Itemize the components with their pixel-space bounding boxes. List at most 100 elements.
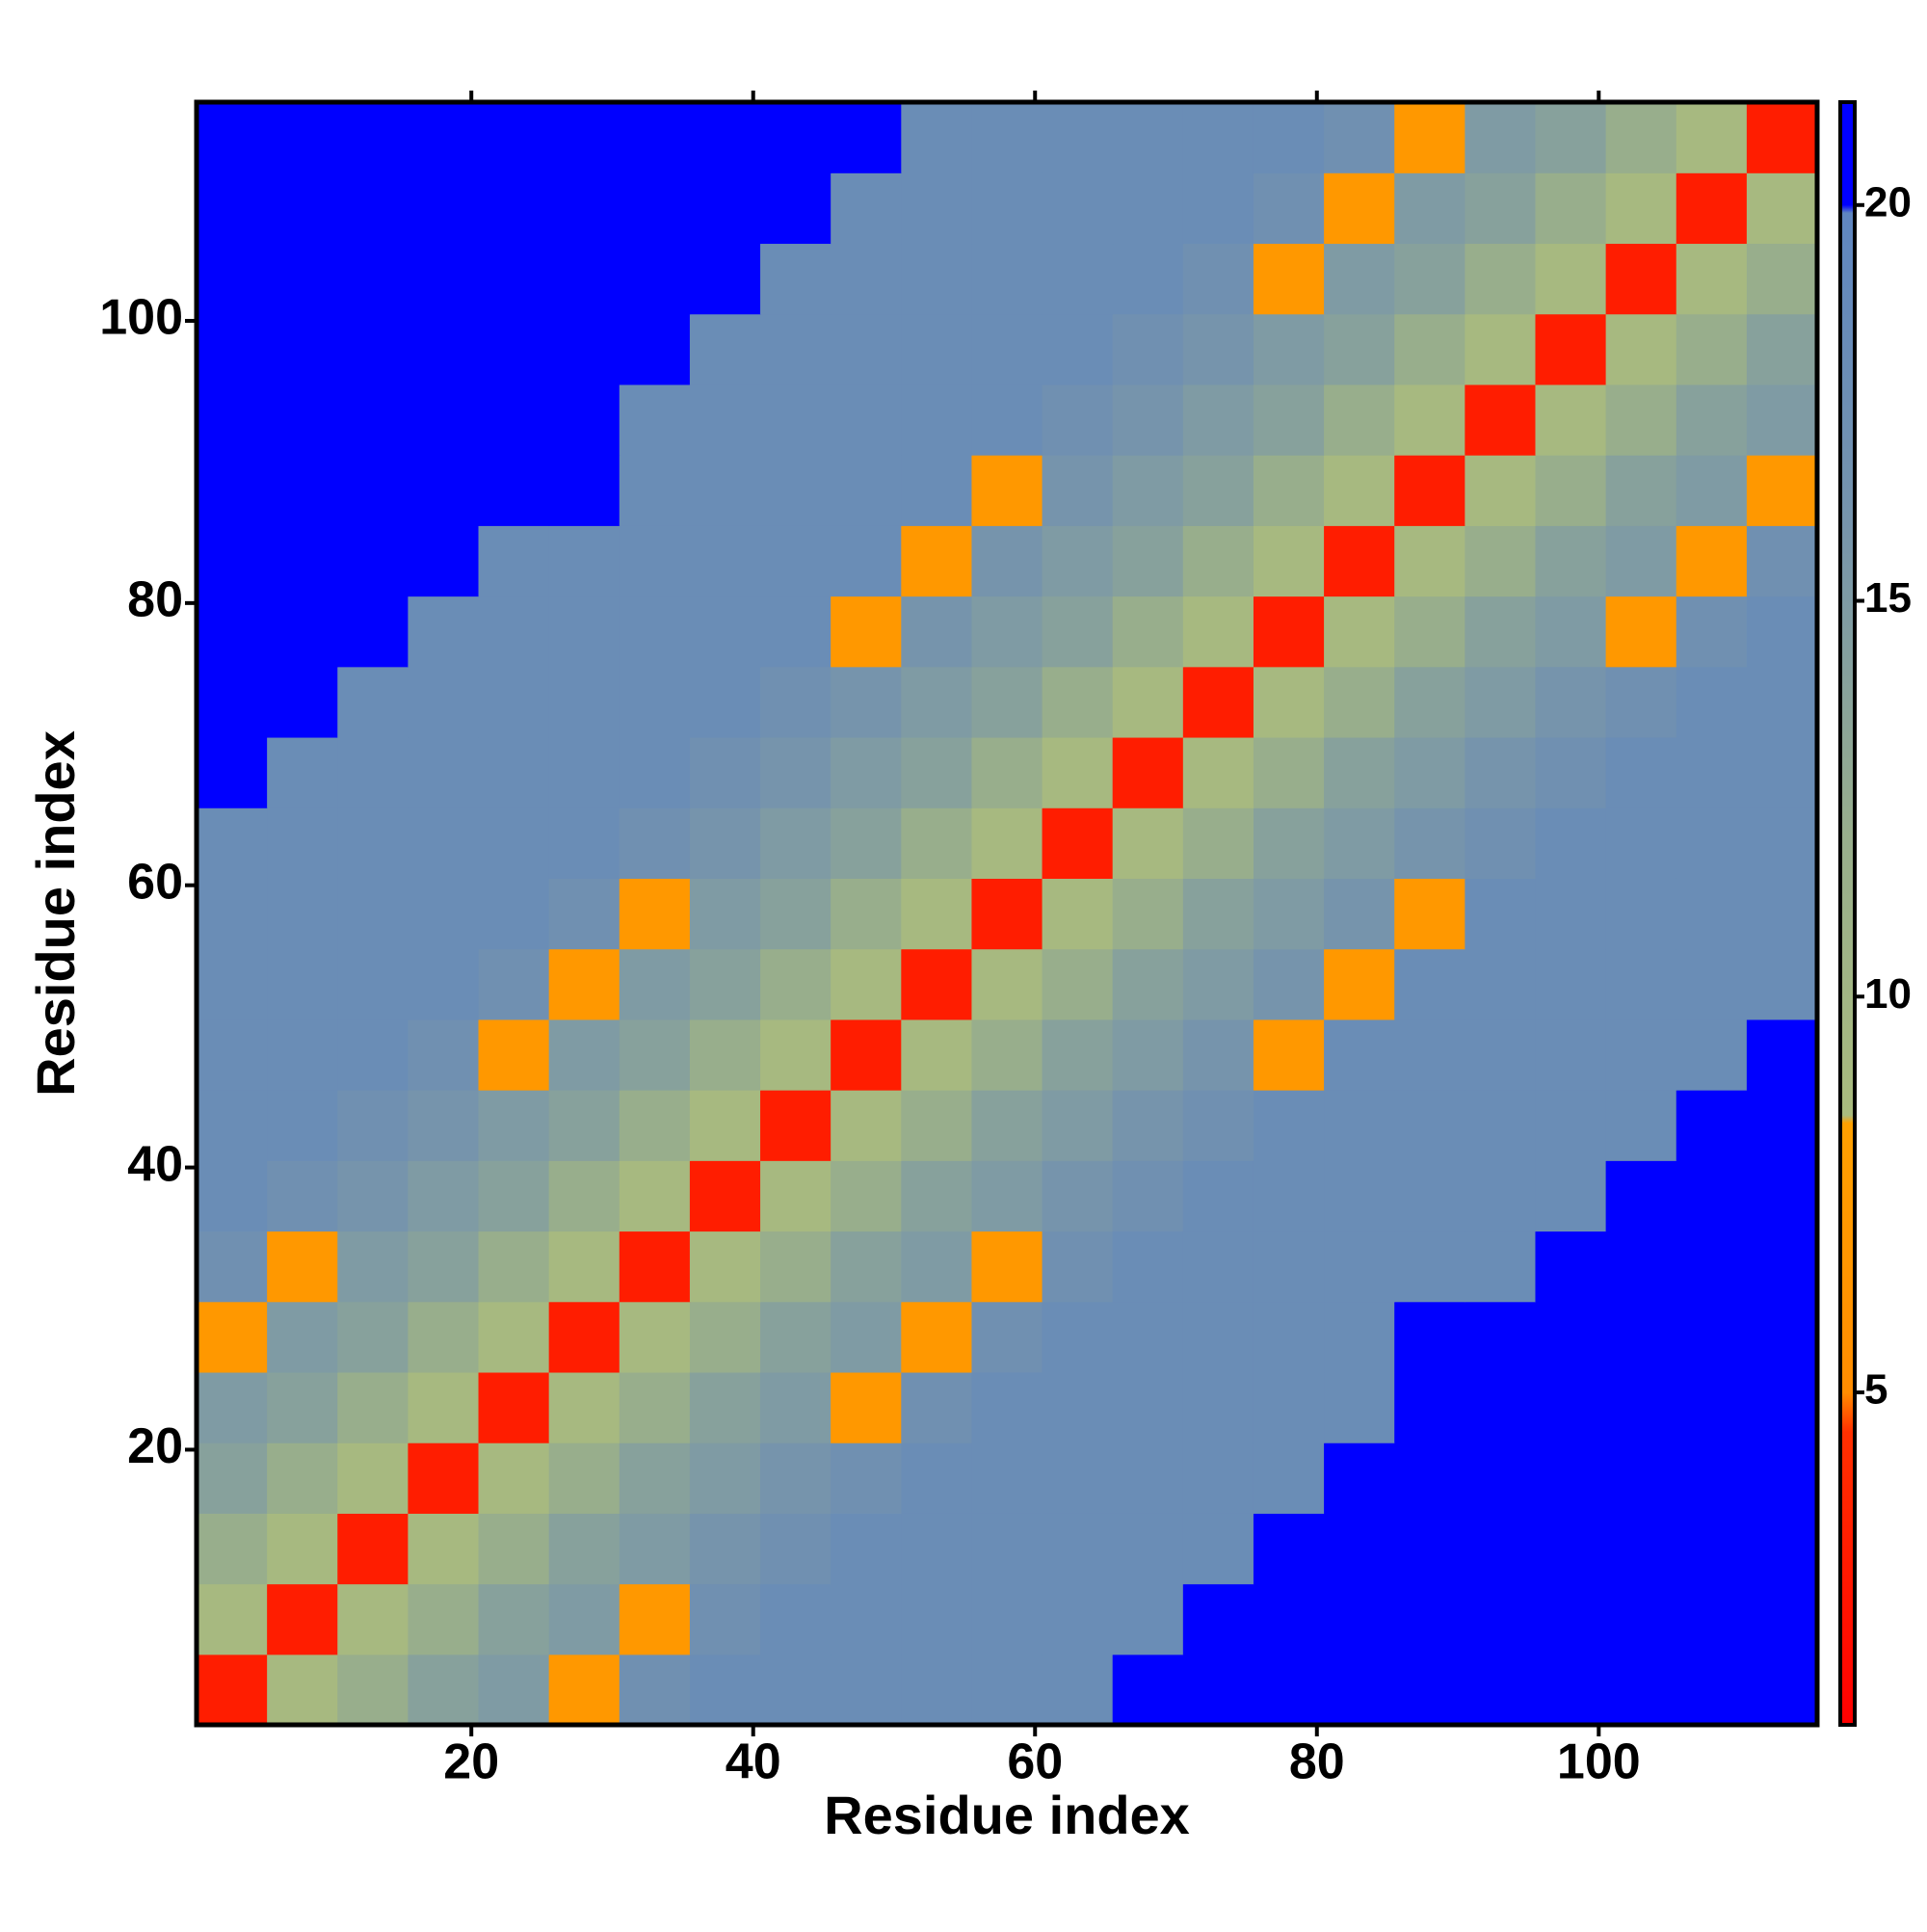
heatmap-cell [1746, 525, 1818, 597]
heatmap-cell [1253, 313, 1325, 385]
heatmap-cell [831, 102, 902, 173]
heatmap-cell [337, 1090, 409, 1161]
heatmap-cell [267, 525, 338, 597]
heatmap-cell [619, 1231, 691, 1303]
heatmap-cell [337, 948, 409, 1020]
heatmap-cell [901, 243, 973, 315]
heatmap-cell [831, 1019, 902, 1091]
heatmap-cell [831, 525, 902, 597]
heatmap-cell [831, 666, 902, 738]
heatmap-cell [1182, 736, 1254, 808]
heatmap-cell [1112, 1301, 1184, 1373]
heatmap-cell [1746, 878, 1818, 950]
x-tick-label: 100 [1557, 1734, 1641, 1790]
heatmap-cell [1324, 313, 1395, 385]
heatmap-cell [408, 736, 480, 808]
heatmap-cell [1465, 948, 1537, 1020]
heatmap-cell [831, 736, 902, 808]
heatmap-cell [619, 1583, 691, 1655]
heatmap-cell [971, 595, 1043, 668]
heatmap-cell [478, 1301, 550, 1373]
heatmap-cell [197, 1513, 268, 1585]
heatmap-cell [1394, 1231, 1465, 1303]
heatmap-cell [1253, 736, 1325, 808]
heatmap-cell [1042, 878, 1114, 950]
heatmap-cell [1535, 1583, 1607, 1655]
heatmap-cell [619, 1160, 691, 1232]
heatmap-cell [408, 1301, 480, 1373]
heatmap-cell [1605, 1442, 1677, 1514]
heatmap-cell [901, 1654, 973, 1726]
heatmap-cell [1746, 807, 1818, 879]
heatmap-cell [901, 948, 973, 1020]
heatmap-cell [901, 807, 973, 879]
heatmap-cell [1324, 102, 1395, 173]
heatmap-cell [1535, 102, 1607, 173]
heatmap-cell [1253, 1513, 1325, 1585]
heatmap-cell [1605, 455, 1677, 526]
heatmap-cell [831, 1654, 902, 1726]
heatmap-cell [901, 525, 973, 597]
heatmap-cell [689, 666, 761, 738]
heatmap-cell [267, 1019, 338, 1091]
heatmap-cell [1535, 313, 1607, 385]
heatmap-cell [831, 313, 902, 385]
heatmap-cell [1394, 172, 1465, 245]
heatmap-cell [1535, 666, 1607, 738]
heatmap-cell [901, 102, 973, 173]
heatmap-cell [901, 666, 973, 738]
colorbar [1838, 100, 1857, 1727]
heatmap-cell [197, 1371, 268, 1443]
heatmap-cell [1253, 1442, 1325, 1514]
heatmap-cell [1394, 595, 1465, 668]
heatmap-cell [1182, 102, 1254, 173]
heatmap-cell [1535, 948, 1607, 1020]
heatmap-cell [1182, 948, 1254, 1020]
heatmap-cell [971, 455, 1043, 526]
heatmap-cell [267, 807, 338, 879]
heatmap-cell [1535, 384, 1607, 456]
heatmap-cell [1676, 1654, 1748, 1726]
heatmap-cell [337, 1371, 409, 1443]
colorbar-tick-label: 5 [1864, 1366, 1887, 1414]
heatmap-cell [1112, 878, 1184, 950]
heatmap-cell [1465, 172, 1537, 245]
heatmap-cell [1253, 1583, 1325, 1655]
heatmap-cell [337, 455, 409, 526]
heatmap-cell [1042, 172, 1114, 245]
heatmap-cell [1746, 455, 1818, 526]
heatmap-cell [831, 948, 902, 1020]
heatmap-cell [971, 948, 1043, 1020]
heatmap-cell [548, 525, 620, 597]
heatmap-cell [1746, 948, 1818, 1020]
heatmap-cell [197, 1583, 268, 1655]
colorbar-tick-label: 20 [1864, 178, 1912, 225]
y-axis-title: Residue index [25, 730, 86, 1097]
heatmap-cell [1465, 1371, 1537, 1443]
heatmap-cell [689, 1090, 761, 1161]
colorbar-tick-label: 15 [1864, 574, 1912, 622]
heatmap-cell [337, 172, 409, 245]
heatmap-cell [1112, 313, 1184, 385]
heatmap-cell [1394, 1583, 1465, 1655]
heatmap-cell [1676, 1442, 1748, 1514]
heatmap-cell [760, 878, 832, 950]
heatmap-cell [1394, 1442, 1465, 1514]
heatmap-cell [337, 1583, 409, 1655]
heatmap-cell [478, 102, 550, 173]
heatmap-cell [267, 313, 338, 385]
heatmap-cell [337, 1019, 409, 1091]
heatmap-cell [901, 1371, 973, 1443]
heatmap-cell [337, 313, 409, 385]
heatmap-cell [1182, 1160, 1254, 1232]
heatmap-cell [1535, 807, 1607, 879]
heatmap-cell [831, 1442, 902, 1514]
heatmap-cell [971, 807, 1043, 879]
heatmap-cell [1746, 1442, 1818, 1514]
heatmap-cell [1042, 102, 1114, 173]
heatmap-cell [548, 1019, 620, 1091]
x-tick-label: 80 [1289, 1734, 1345, 1790]
heatmap-cell [760, 313, 832, 385]
heatmap-cell [1112, 1160, 1184, 1232]
heatmap-cell [1535, 1442, 1607, 1514]
